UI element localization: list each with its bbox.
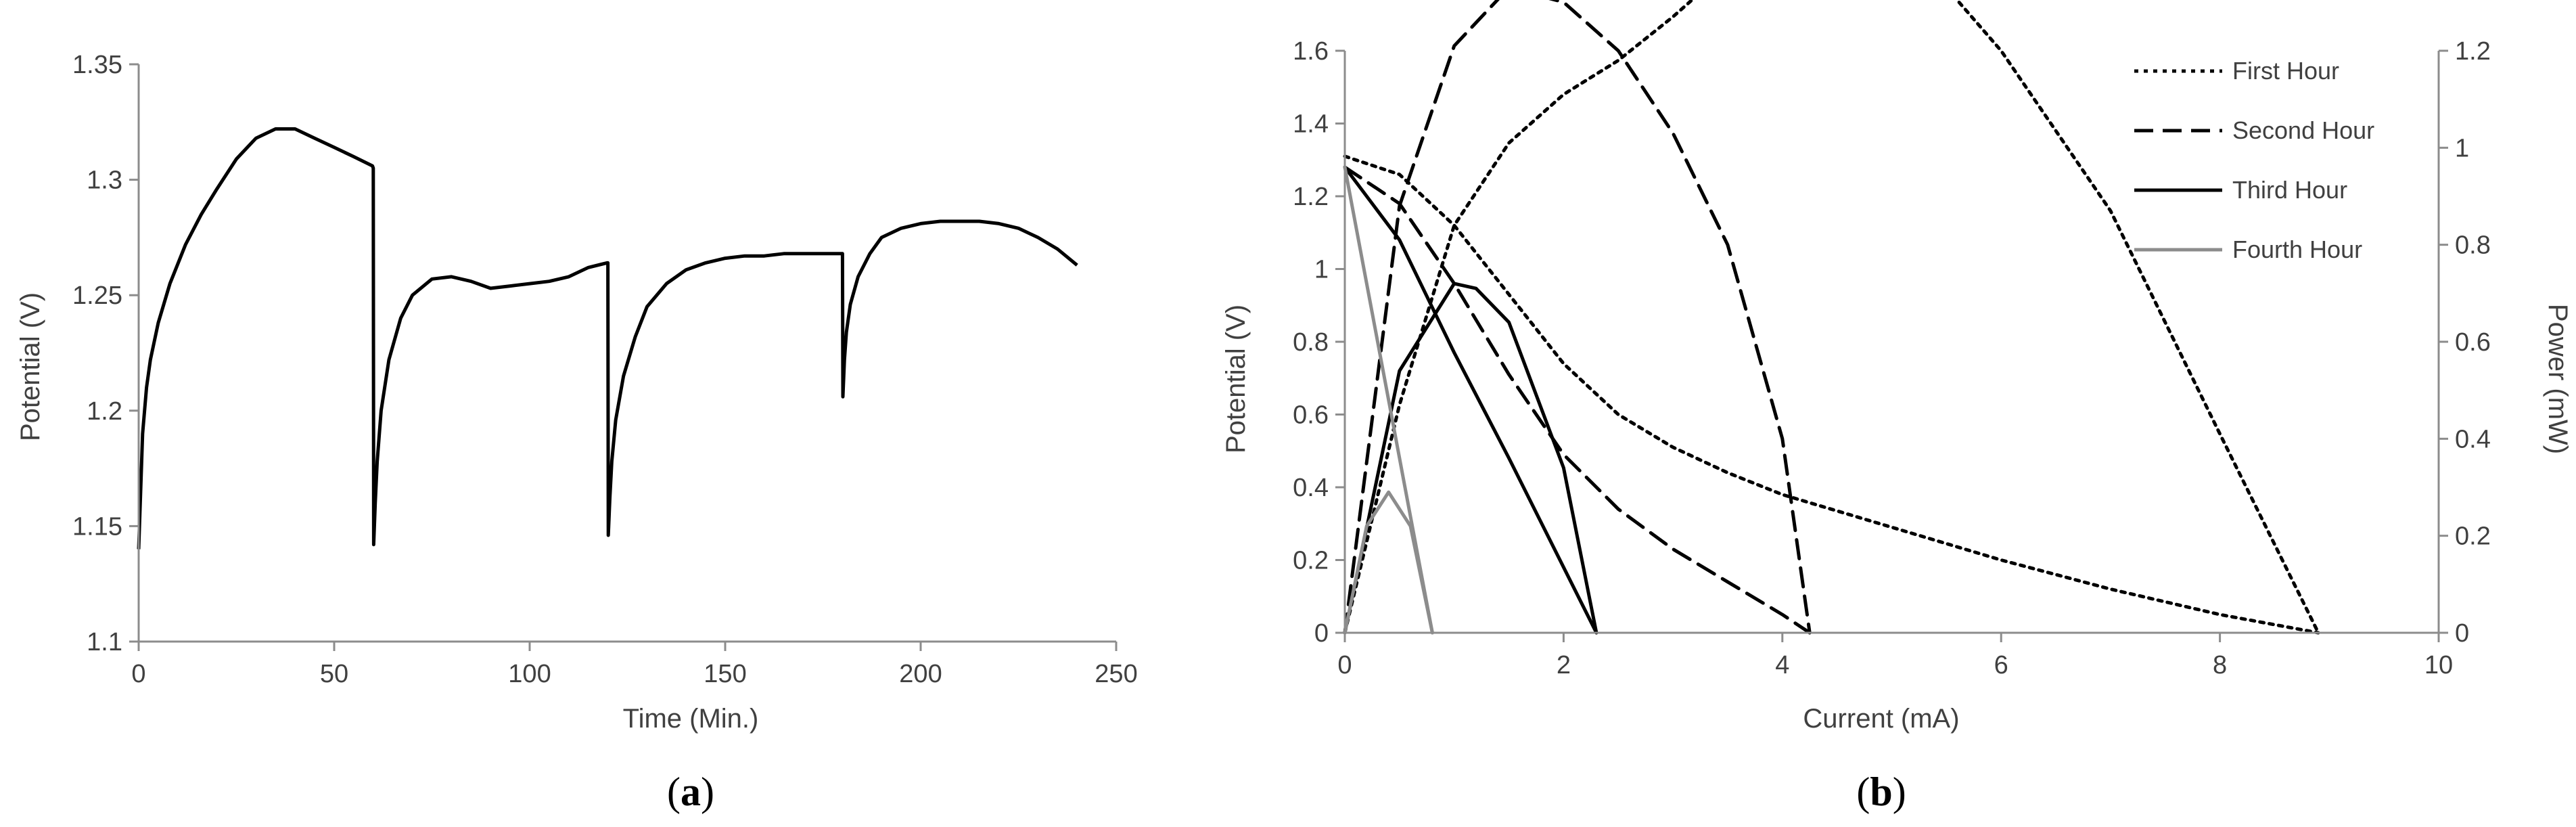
chart-a-x-tick-label: 150 xyxy=(704,660,746,688)
chart-b-x-tick-label: 6 xyxy=(1994,651,2008,679)
chart-b-x-tick-label: 10 xyxy=(2424,651,2453,679)
chart-b-x-axis-label: Current (mA) xyxy=(1803,704,1959,734)
chart-b-y2-tick-label: 1.2 xyxy=(2455,37,2491,66)
chart-a-y-axis-label: Potential (V) xyxy=(16,292,45,441)
chart-a-y-tick-label: 1.1 xyxy=(87,628,122,656)
chart-b-first-hour-power-line xyxy=(1343,0,2320,635)
chart-b-y-tick-label: 0.6 xyxy=(1293,401,1329,430)
chart-a-x-axis-label: Time (Min.) xyxy=(623,704,759,734)
chart-b-series-lines xyxy=(1343,0,2320,635)
chart-b-y2-tick-label: 0.2 xyxy=(2455,522,2491,551)
chart-a-x-tick-label: 100 xyxy=(508,660,551,688)
chart-b: 0 2 4 6 8 1000.20.40.60.811.21.41.600.20.40.6… xyxy=(1221,0,2573,814)
chart-b-y-tick-label: 0.8 xyxy=(1293,328,1329,357)
chart-a-axes: 0 50 100 150 200 250 1.1 1.15 1.2 1.25 1.3 1.35 xyxy=(72,51,1138,688)
chart-b-y2-tick-label: 0.4 xyxy=(2455,425,2491,453)
chart-a-caption: (a) xyxy=(667,769,714,814)
chart-b-second-hour-polarization-line xyxy=(1343,165,1812,635)
chart-a-potential-line xyxy=(137,127,1078,550)
chart-b-x-tick-label: 4 xyxy=(1775,651,1789,679)
chart-a-y-tick-label: 1.15 xyxy=(72,512,122,541)
chart-b-axes: 0 2 4 6 8 1000.20.40.60.811.21.41.600.20.40.6… xyxy=(1293,37,2491,679)
chart-b-x-tick-label: 8 xyxy=(2213,651,2227,679)
chart-b-caption: (b) xyxy=(1856,769,1906,814)
chart-b-y2-tick-label: 0.8 xyxy=(2455,231,2491,260)
chart-a: 0 50 100 150 200 250 1.1 1.15 1.2 1.25 1.3 1.35 Tim… xyxy=(16,51,1138,814)
chart-b-x-tick-label: 0 xyxy=(1337,651,1352,679)
chart-b-legend-label-fourth-hour: Fourth Hour xyxy=(2232,236,2362,263)
chart-b-legend-label-third-hour: Third Hour xyxy=(2232,176,2347,204)
chart-b-y-tick-label: 0 xyxy=(1314,619,1329,648)
chart-b-y2-tick-label: 1 xyxy=(2455,134,2469,162)
chart-a-x-tick-label: 250 xyxy=(1095,660,1137,688)
chart-b-second-hour-power-line xyxy=(1343,0,1812,635)
chart-a-y-tick-label: 1.25 xyxy=(72,282,122,310)
chart-b-third-hour-polarization-line xyxy=(1343,165,1598,635)
chart-b-y-tick-label: 1.2 xyxy=(1293,183,1329,211)
chart-b-third-hour-power-line xyxy=(1343,282,1598,635)
chart-b-legend: First Hour Second Hour Third Hour Fourth Ho… xyxy=(2134,57,2374,263)
chart-a-x-tick-label: 0 xyxy=(131,660,145,688)
chart-b-legend-label-second-hour: Second Hour xyxy=(2232,116,2374,144)
chart-b-y-axis-label: Potential (V) xyxy=(1221,305,1251,453)
chart-b-y2-tick-label: 0 xyxy=(2455,619,2469,648)
chart-b-y2-axis-label: Power (mW) xyxy=(2543,304,2573,454)
chart-a-y-tick-label: 1.3 xyxy=(87,166,122,195)
chart-b-y-tick-label: 0.4 xyxy=(1293,474,1329,502)
chart-a-x-tick-label: 50 xyxy=(320,660,348,688)
chart-b-y-tick-label: 1 xyxy=(1314,256,1329,284)
chart-b-fourth-hour-power-line xyxy=(1343,490,1434,635)
chart-b-y-tick-label: 1.4 xyxy=(1293,110,1329,139)
chart-a-x-tick-label: 200 xyxy=(899,660,942,688)
chart-b-y-tick-label: 0.2 xyxy=(1293,547,1329,575)
chart-b-legend-label-first-hour: First Hour xyxy=(2232,57,2339,85)
chart-a-y-tick-label: 1.2 xyxy=(87,397,122,426)
chart-b-y-tick-label: 1.6 xyxy=(1293,37,1329,66)
chart-a-y-tick-label: 1.35 xyxy=(72,51,122,79)
chart-b-first-hour-polarization-line xyxy=(1343,154,2320,635)
chart-b-x-tick-label: 2 xyxy=(1557,651,1571,679)
chart-b-y2-tick-label: 0.6 xyxy=(2455,328,2491,357)
chart-a-series-line xyxy=(137,127,1078,550)
